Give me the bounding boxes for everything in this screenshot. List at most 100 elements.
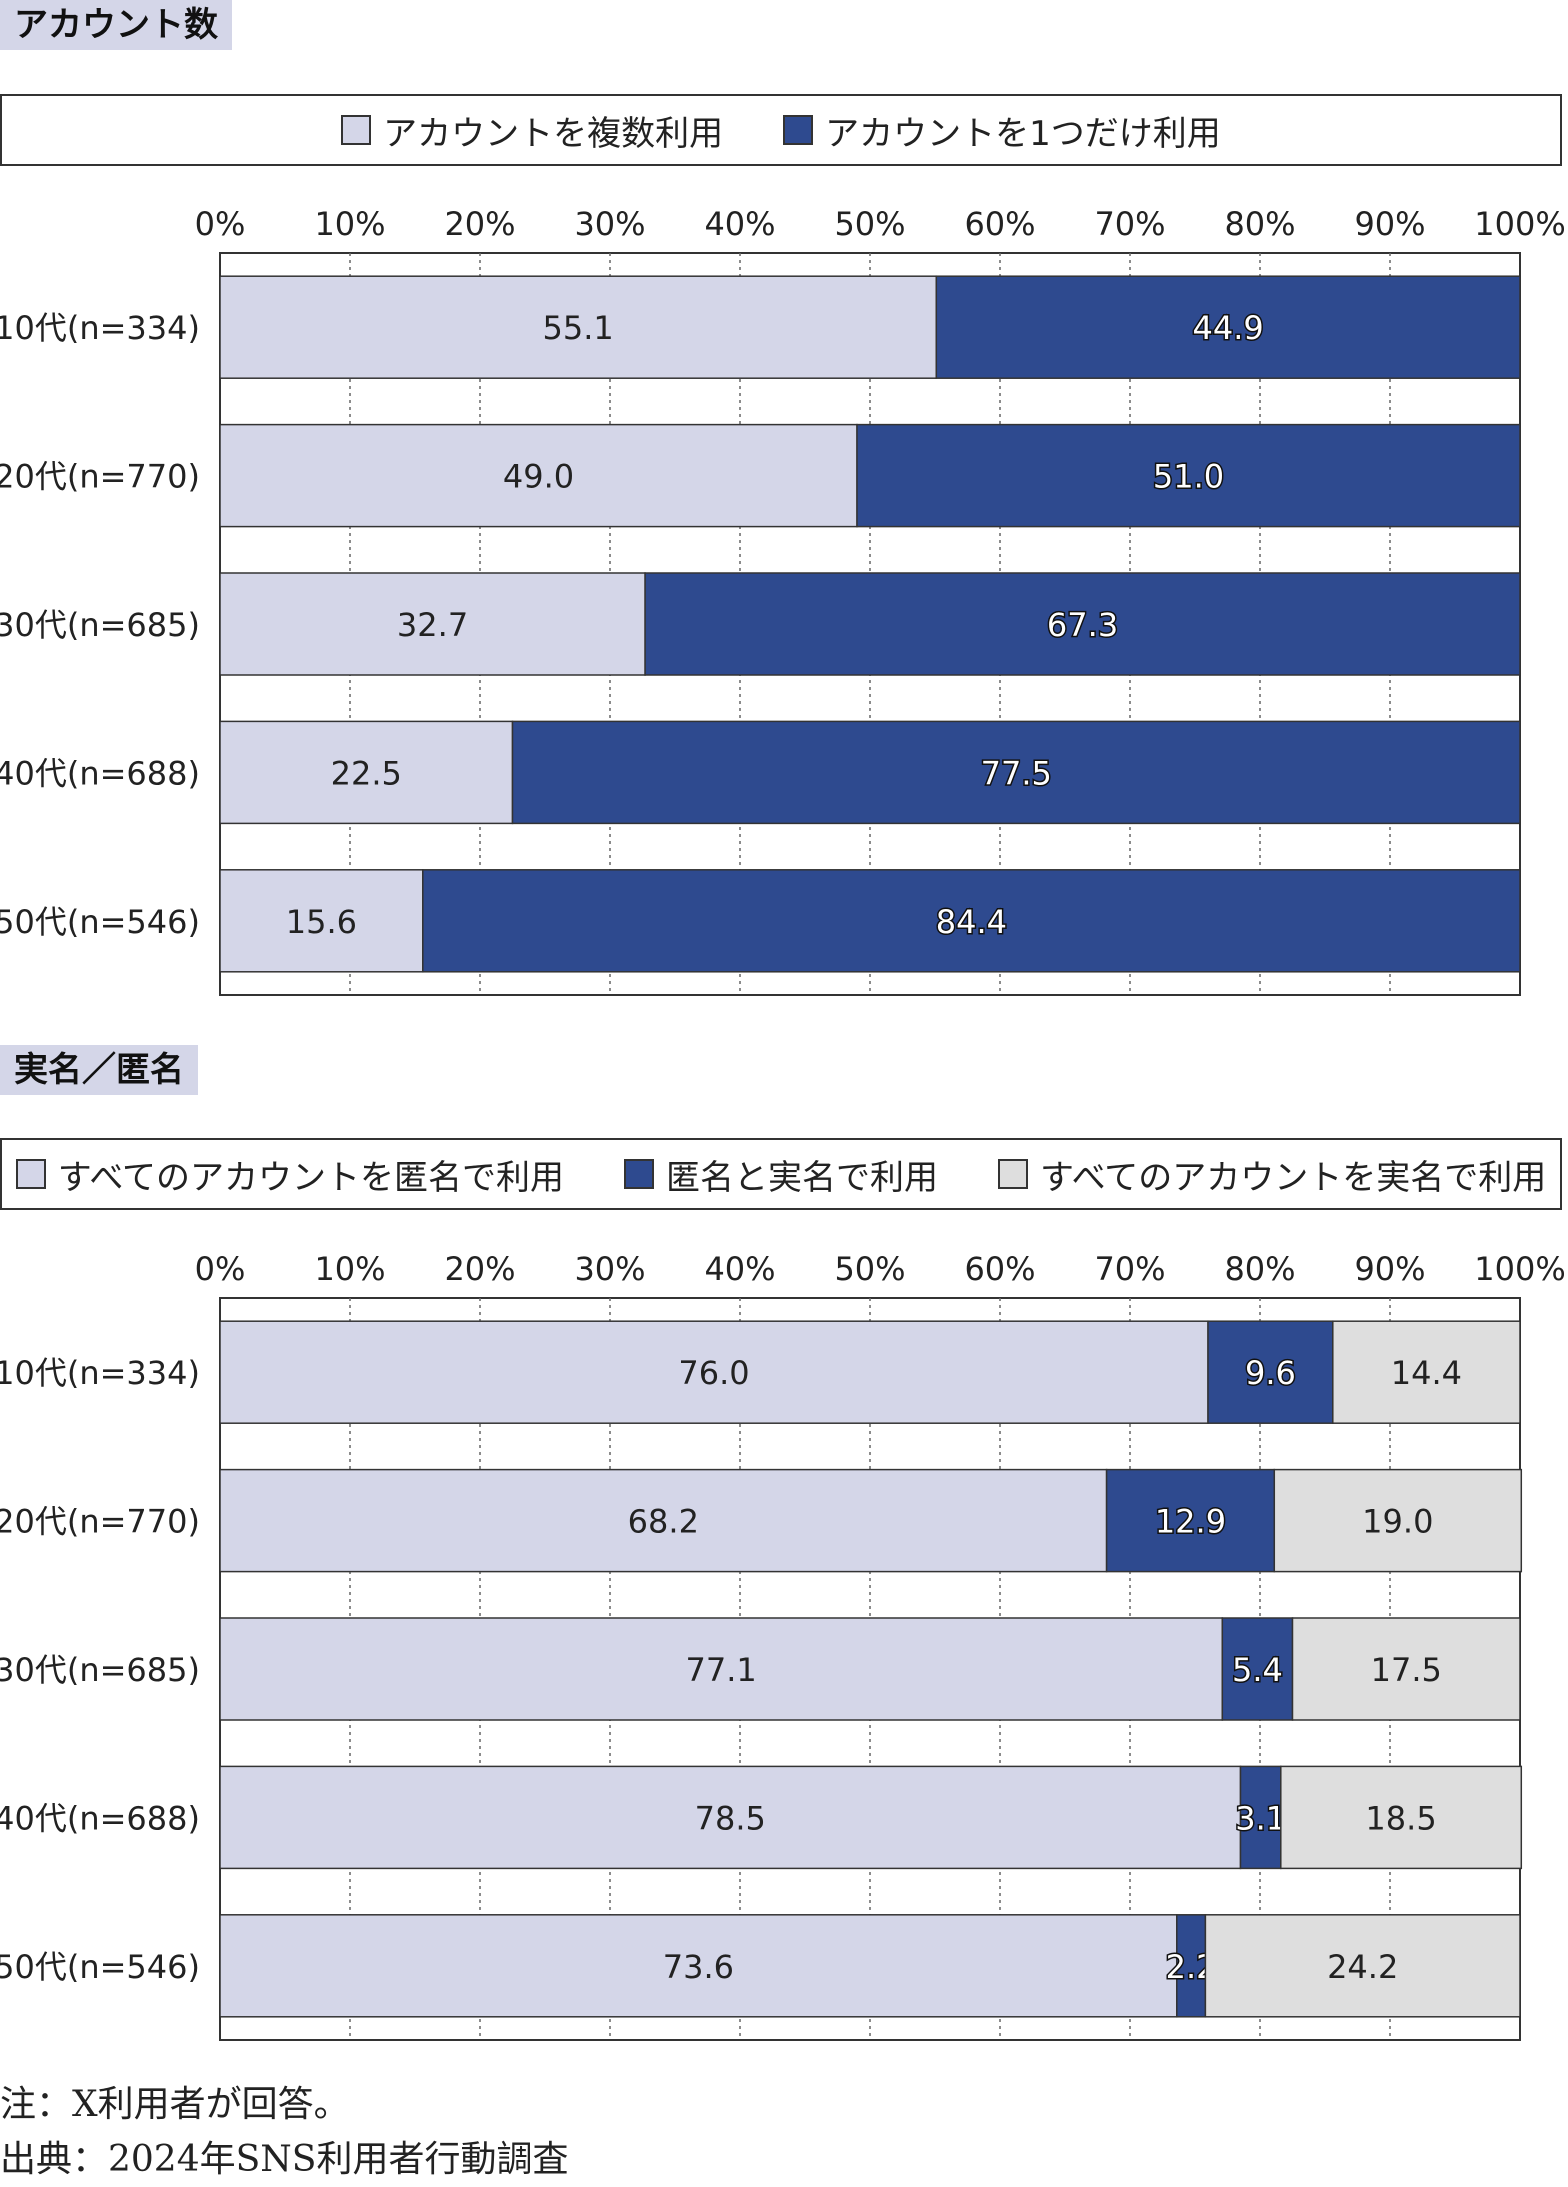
accounts-data-label: 55.1 <box>543 309 614 347</box>
accounts-category-label: 10代(n=334) <box>0 309 200 347</box>
accounts-tick-label: 10% <box>314 205 385 243</box>
accounts-tick-label: 100% <box>1474 205 1565 243</box>
realname-data-label: 17.5 <box>1371 1651 1442 1689</box>
accounts-bar <box>219 720 514 825</box>
accounts-tick-label: 90% <box>1354 205 1425 243</box>
realname-bar <box>219 1320 1209 1424</box>
accounts-bar <box>422 869 1521 973</box>
realname-bar <box>219 1765 1242 1870</box>
accounts-bar <box>644 572 1521 676</box>
accounts-tick-label: 80% <box>1224 205 1295 243</box>
legend-item-realname: すべてのアカウントを実名で利用 <box>998 1150 1546 1199</box>
legend-swatch-realname <box>998 1159 1028 1189</box>
realname-data-label: 24.2 <box>1327 1948 1398 1986</box>
legend-realname: すべてのアカウントを匿名で利用 匿名と実名で利用 すべてのアカウントを実名で利用 <box>0 1138 1562 1210</box>
accounts-bar <box>511 720 1521 825</box>
realname-tick-label: 10% <box>314 1250 385 1288</box>
realname-data-label: 14.4 <box>1391 1354 1462 1392</box>
realname-bar <box>1280 1765 1523 1870</box>
accounts-tick-label: 40% <box>704 205 775 243</box>
realname-tick-label: 60% <box>964 1250 1035 1288</box>
legend-item-multiple: アカウントを複数利用 <box>341 106 723 155</box>
accounts-data-label: 32.7 <box>397 606 468 644</box>
accounts-tick-label: 50% <box>834 205 905 243</box>
realname-bar <box>1221 1617 1294 1721</box>
legend-accounts: アカウントを複数利用 アカウントを1つだけ利用 <box>0 94 1562 166</box>
accounts-bar <box>856 423 1521 528</box>
accounts-data-label: 22.5 <box>331 754 402 792</box>
realname-tick-label: 70% <box>1094 1250 1165 1288</box>
accounts-bar <box>219 869 424 973</box>
accounts-category-label: 30代(n=685) <box>0 606 200 644</box>
realname-bar <box>1291 1617 1521 1721</box>
realname-bar <box>219 1617 1224 1721</box>
realname-category-label: 10代(n=334) <box>0 1354 200 1392</box>
realname-bar <box>1105 1468 1276 1573</box>
accounts-data-label: 51.0 <box>1153 458 1224 496</box>
realname-category-label: 30代(n=685) <box>0 1651 200 1689</box>
realname-bar <box>219 1468 1108 1573</box>
accounts-data-label: 84.4 <box>936 903 1007 941</box>
legend-label-multiple: アカウントを複数利用 <box>383 113 724 154</box>
realname-data-label: 68.2 <box>628 1503 699 1541</box>
accounts-data-label: 44.9 <box>1193 309 1264 347</box>
chart-realname: 0% 10% 20% 30% 40% 50% 60% 70% 80% 90% 100% 10代(n=3… <box>0 1240 1568 2054</box>
realname-data-label: 3.1 <box>1235 1799 1286 1837</box>
realname-tick-label: 100% <box>1474 1250 1565 1288</box>
realname-data-label: 73.6 <box>663 1948 734 1986</box>
accounts-bar <box>935 275 1521 379</box>
realname-category-label: 40代(n=688) <box>0 1799 200 1837</box>
realname-category-label: 20代(n=770) <box>0 1503 200 1541</box>
realname-bar <box>1273 1468 1523 1573</box>
realname-data-label: 76.0 <box>678 1354 749 1392</box>
realname-tick-label: 90% <box>1354 1250 1425 1288</box>
legend-label-anonymous: すべてのアカウントを匿名で利用 <box>57 1157 564 1198</box>
realname-tick-label: 80% <box>1224 1250 1295 1288</box>
realname-tick-label: 30% <box>574 1250 645 1288</box>
realname-data-label: 5.4 <box>1232 1651 1283 1689</box>
accounts-data-label: 15.6 <box>286 903 357 941</box>
accounts-category-label: 20代(n=770) <box>0 458 200 496</box>
realname-tick-label: 20% <box>444 1250 515 1288</box>
realname-data-label: 77.1 <box>686 1651 757 1689</box>
accounts-bar <box>219 572 646 676</box>
realname-data-label: 78.5 <box>695 1799 766 1837</box>
realname-data-label: 19.0 <box>1362 1503 1433 1541</box>
accounts-tick-label: 20% <box>444 205 515 243</box>
accounts-data-label: 77.5 <box>981 754 1052 792</box>
accounts-tick-label: 30% <box>574 205 645 243</box>
realname-bar <box>1176 1914 1207 2018</box>
realname-data-label: 9.6 <box>1245 1354 1296 1392</box>
realname-data-label: 12.9 <box>1155 1503 1226 1541</box>
section-title-accounts: アカウント数 <box>0 0 232 50</box>
realname-category-label: 50代(n=546) <box>0 1948 200 1986</box>
legend-item-single: アカウントを1つだけ利用 <box>783 106 1221 155</box>
realname-data-label: 18.5 <box>1365 1799 1436 1837</box>
legend-item-anonymous: すべてのアカウントを匿名で利用 <box>15 1150 564 1199</box>
accounts-svg: 0% 10% 20% 30% 40% 50% 60% 70% 80% 90% 100% 10代(n=3… <box>0 205 1566 996</box>
accounts-bar <box>219 423 858 528</box>
accounts-category-label: 50代(n=546) <box>0 903 200 941</box>
accounts-tick-label: 0% <box>195 205 246 243</box>
section-title-realname: 実名／匿名 <box>0 1045 198 1095</box>
realname-bar <box>1204 1914 1521 2018</box>
legend-label-single: アカウントを1つだけ利用 <box>825 113 1221 154</box>
note-text: 注：X利用者が回答。 <box>0 2084 350 2125</box>
realname-tick-label: 50% <box>834 1250 905 1288</box>
legend-item-both: 匿名と実名で利用 <box>624 1150 938 1199</box>
legend-swatch-both <box>624 1159 654 1189</box>
source-text: 出典：2024年SNS利用者行動調査 <box>0 2139 569 2180</box>
realname-bar <box>1332 1320 1521 1424</box>
accounts-tick-label: 70% <box>1094 205 1165 243</box>
realname-svg: 0% 10% 20% 30% 40% 50% 60% 70% 80% 90% 100% 10代(n=3… <box>0 1250 1566 2041</box>
realname-bar <box>1207 1320 1334 1424</box>
accounts-category-label: 40代(n=688) <box>0 754 200 792</box>
accounts-data-label: 49.0 <box>503 458 574 496</box>
realname-tick-label: 40% <box>704 1250 775 1288</box>
accounts-data-label: 67.3 <box>1047 606 1118 644</box>
legend-swatch-single <box>783 115 814 145</box>
realname-tick-label: 0% <box>195 1250 246 1288</box>
chart-accounts: 0% 10% 20% 30% 40% 50% 60% 70% 80% 90% 100% 10代(n=3… <box>0 195 1568 1009</box>
legend-label-realname: すべてのアカウントを実名で利用 <box>1040 1157 1547 1198</box>
legend-label-both: 匿名と実名で利用 <box>666 1157 938 1198</box>
